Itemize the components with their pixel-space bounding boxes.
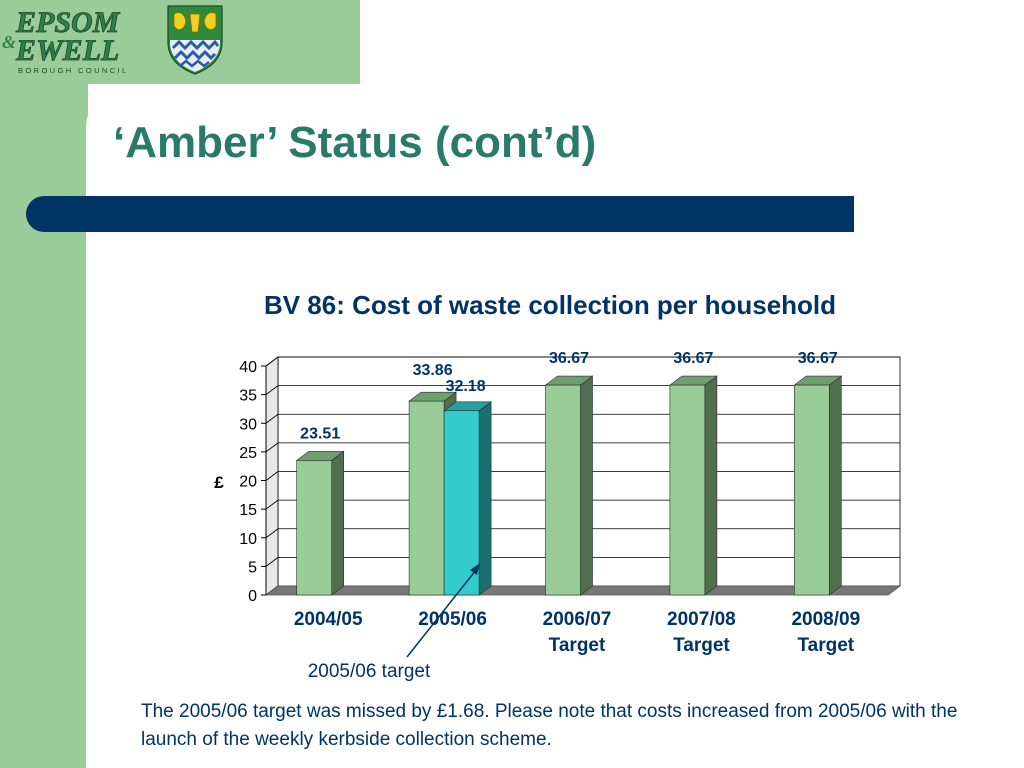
bar (793, 384, 830, 596)
logo-epsom: EPSOM (15, 6, 121, 39)
y-gridline-side (265, 557, 279, 567)
logo-ewell: EWELL (15, 34, 119, 67)
bar-side (478, 401, 492, 596)
y-gridline-side (265, 385, 279, 395)
y-tick-label: 25 (239, 445, 257, 462)
y-tick-label: 5 (248, 559, 257, 576)
data-label: 23.51 (300, 425, 340, 442)
x-tick-label: Target (797, 635, 854, 656)
data-label: 33.86 (413, 362, 453, 379)
y-gridline-side (265, 356, 279, 367)
data-label: 36.67 (549, 350, 589, 367)
logo-ampersand: & (2, 32, 16, 52)
y-tick-label: 0 (248, 588, 257, 605)
y-axis-label: £ (214, 473, 224, 492)
x-tick-label: 2008/09 (791, 609, 860, 630)
council-logo: EPSOM & EWELL BOROUGH COUNCIL (2, 2, 232, 76)
x-tick-label: 2007/08 (667, 609, 736, 630)
data-label: 32.18 (446, 378, 486, 395)
annotation-arrow (406, 563, 480, 658)
annotation-label: 2005/06 target (308, 661, 431, 682)
y-tick-label: 20 (239, 474, 257, 491)
x-tick-label: 2004/05 (294, 609, 363, 630)
y-tick-label: 40 (239, 359, 257, 376)
y-gridline-side (265, 499, 279, 510)
x-tick-label: Target (549, 635, 606, 656)
data-label: 36.67 (798, 350, 838, 367)
chart-title: BV 86: Cost of waste collection per hous… (263, 290, 837, 320)
council-crest-icon (167, 5, 223, 75)
title-underline-bar (26, 196, 854, 232)
bar (669, 384, 706, 596)
bar (545, 384, 581, 596)
y-tick-label: 10 (239, 531, 257, 548)
logo-borough-council: BOROUGH COUNCIL (18, 66, 129, 75)
y-gridline-side (265, 528, 279, 539)
y-gridline-side (265, 413, 279, 424)
y-tick-label: 15 (239, 502, 257, 519)
left-green-band (0, 0, 88, 768)
bar (408, 400, 445, 596)
y-gridline-side (265, 442, 279, 453)
bar-side (704, 375, 718, 596)
bar-side (331, 450, 345, 596)
bar (443, 410, 480, 596)
bar-side (580, 375, 593, 596)
y-tick-label: 35 (239, 388, 257, 405)
note-text: The 2005/06 target was missed by £1.68. … (141, 701, 958, 750)
x-tick-label: Target (673, 635, 730, 656)
x-tick-label: 2005/06 (418, 609, 487, 630)
bar-side (828, 375, 842, 596)
data-label: 36.67 (673, 350, 713, 367)
y-tick-label: 30 (239, 416, 257, 433)
y-gridline-side (265, 471, 279, 481)
x-tick-label: 2006/07 (543, 609, 612, 630)
bar (296, 460, 333, 596)
slide-title: ‘Amber’ Status (cont’d) (113, 118, 597, 167)
